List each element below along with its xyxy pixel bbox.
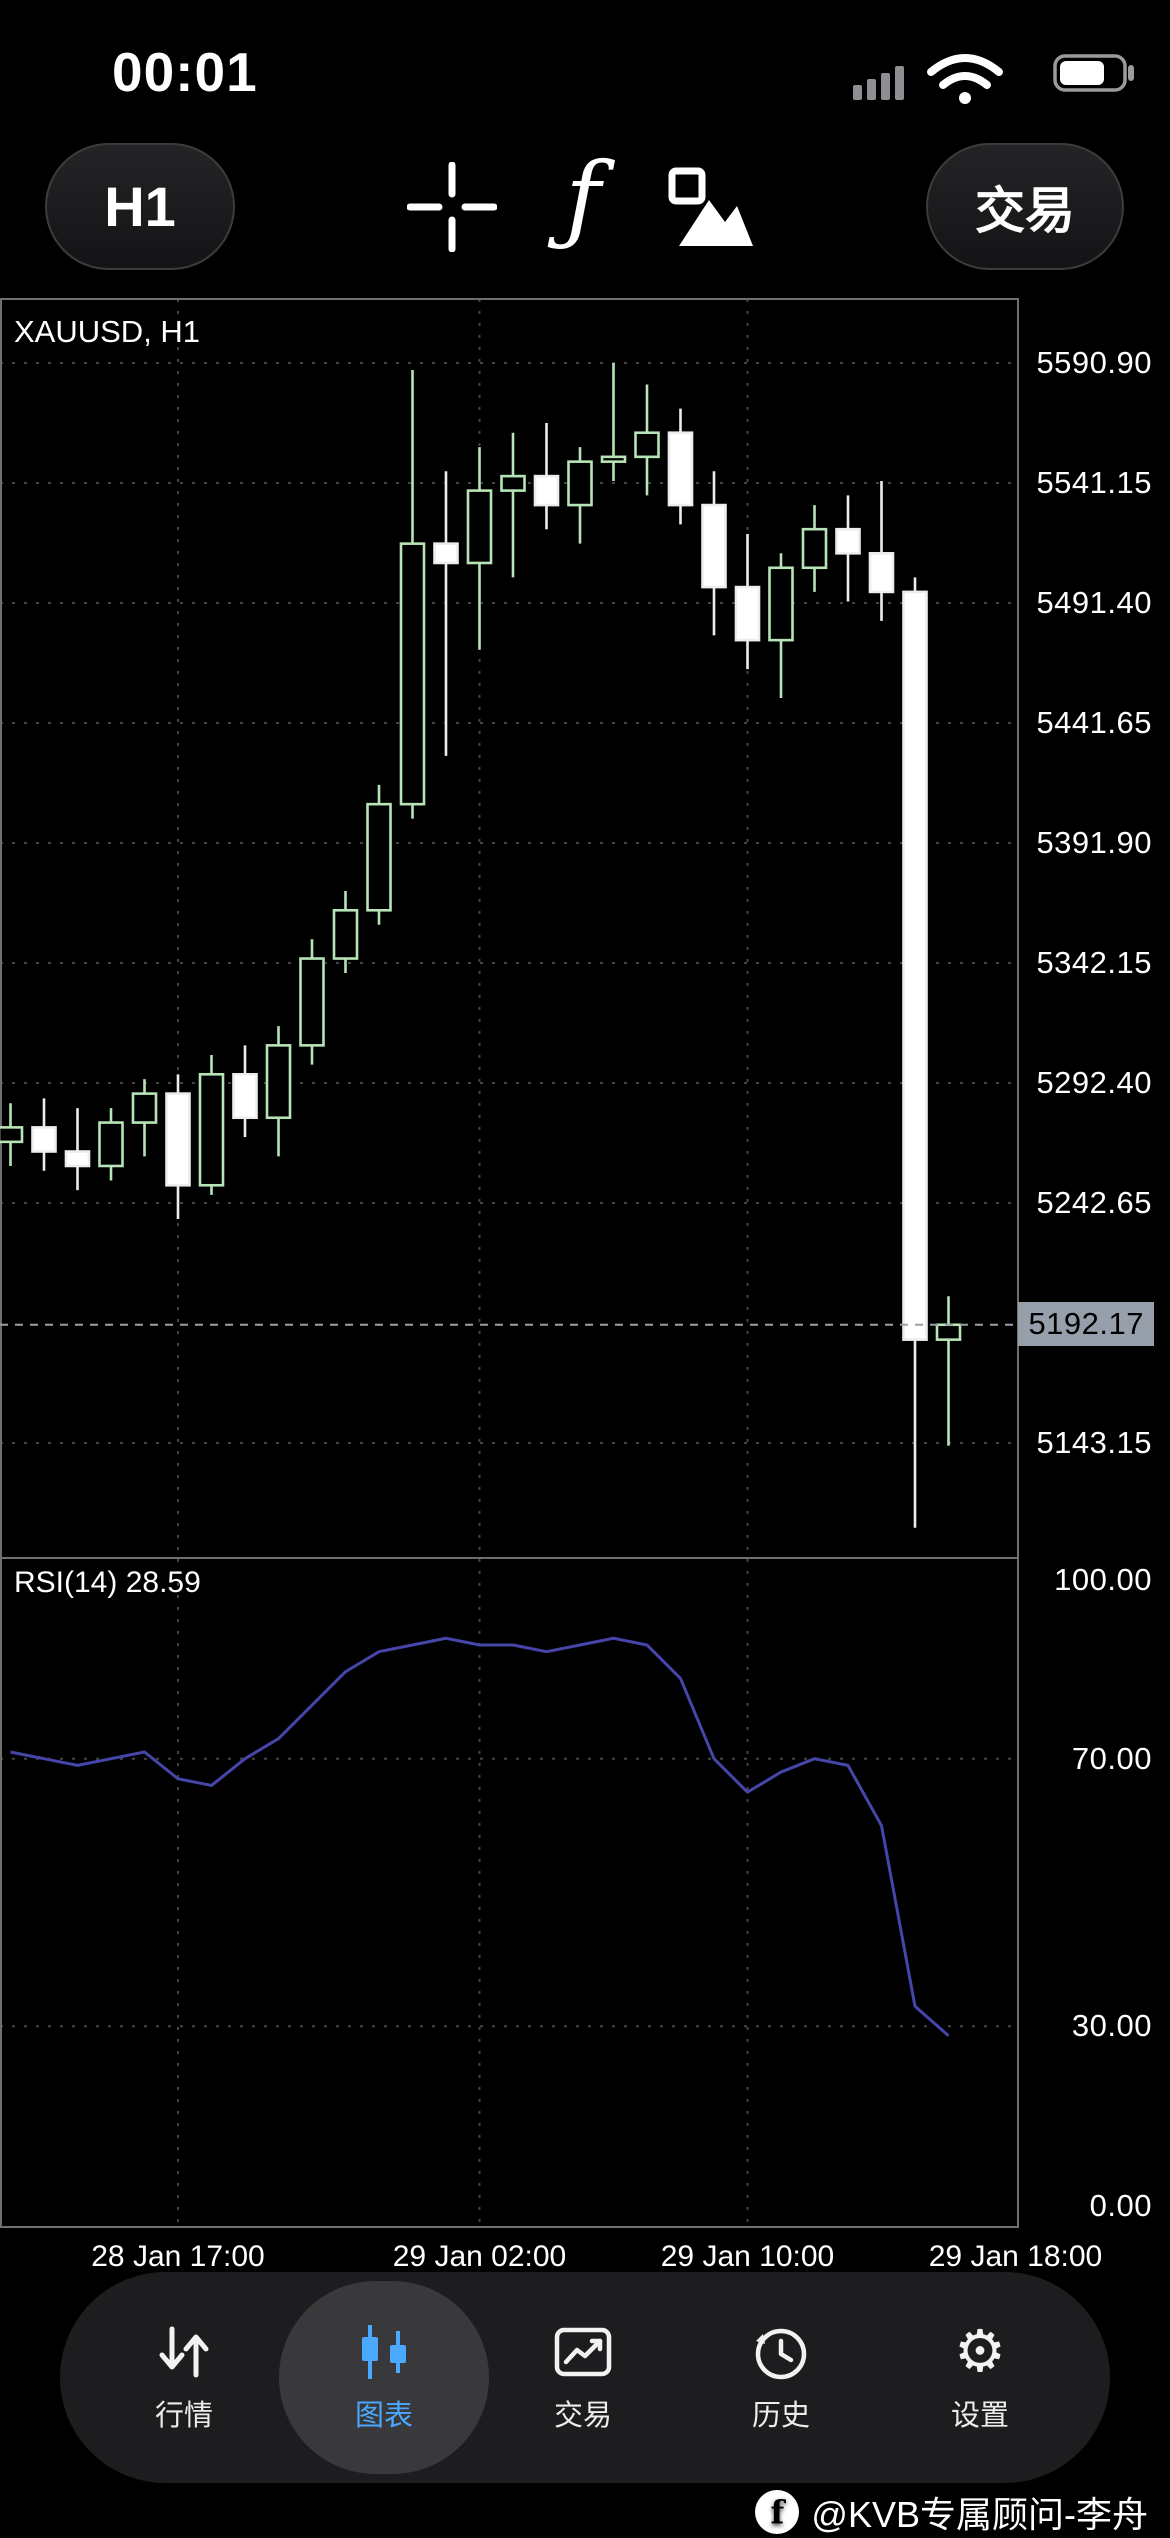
tab-trade-label: 交易: [553, 2400, 612, 2432]
bottom-nav-bar: 行情 图表 交易 历史 ⚙ 设置: [60, 2272, 1110, 2483]
status-icons: [853, 54, 1134, 104]
price-axis-label: 5342.15: [1036, 944, 1152, 980]
watermark-text: @KVB专属顾问-李舟: [811, 2494, 1148, 2535]
time-axis-label: 28 Jan 17:00: [91, 2240, 265, 2273]
time-axis-label: 29 Jan 02:00: [392, 2240, 567, 2273]
time-axis-label: 29 Jan 10:00: [660, 2240, 835, 2273]
wifi-icon: [927, 54, 1003, 104]
history-clock-icon: [755, 2328, 807, 2380]
tab-history[interactable]: 历史: [676, 2272, 886, 2483]
trade-box-icon: [554, 2327, 612, 2377]
battery-icon: [1053, 54, 1134, 92]
status-time: 00:01: [112, 41, 258, 103]
indicators-icon[interactable]: ƒ: [565, 142, 601, 254]
price-axis-label: 30.00: [1071, 2008, 1152, 2044]
current-price-badge: 5192.17: [1018, 1302, 1154, 1346]
time-axis-label: 29 Jan 18:00: [928, 2240, 1103, 2273]
price-axis-label: 5541.15: [1036, 465, 1152, 500]
watermark: f @KVB专属顾问-李舟: [755, 2486, 1148, 2538]
price-axis-label: 0.00: [1089, 2188, 1152, 2223]
trade-button[interactable]: 交易: [926, 143, 1124, 270]
charts-candles-icon: [362, 2325, 406, 2379]
price-axis-label: 5491.40: [1036, 585, 1152, 620]
tab-history-label: 历史: [751, 2400, 810, 2432]
price-axis-label: 5242.65: [1036, 1184, 1152, 1220]
crosshair-glyph: [406, 161, 498, 253]
timeframe-label: H1: [104, 175, 176, 238]
crosshair-icon[interactable]: [406, 161, 498, 253]
chart-objects-glyph: [668, 167, 753, 246]
price-axis-label: 5143.15: [1036, 1424, 1152, 1460]
price-axis-label: 100.00: [1054, 1562, 1152, 1597]
symbol-label: XAUUSD, H1: [14, 314, 201, 349]
chart-objects-icon[interactable]: [665, 162, 755, 252]
cellular-signal-icon: [853, 66, 904, 100]
settings-gear-icon: ⚙: [954, 2319, 1006, 2384]
facebook-icon: f: [755, 2490, 800, 2534]
price-axis-label: 70.00: [1071, 1740, 1152, 1776]
tab-trade[interactable]: 交易: [478, 2272, 688, 2483]
price-axis-label: 5441.65: [1036, 704, 1152, 740]
price-axis-label: 5590.90: [1036, 345, 1152, 380]
price-axis-label: 5391.90: [1036, 824, 1152, 860]
trade-button-label: 交易: [975, 182, 1075, 239]
tab-quotes[interactable]: 行情: [79, 2272, 289, 2483]
tab-charts-label: 图表: [354, 2400, 413, 2432]
tab-settings[interactable]: ⚙ 设置: [875, 2272, 1085, 2483]
timeframe-button[interactable]: H1: [45, 143, 235, 270]
active-tab-highlight: [279, 2281, 489, 2474]
price-axis-label: 5292.40: [1036, 1064, 1152, 1100]
rsi-indicator-label: RSI(14) 28.59: [14, 1566, 201, 1599]
tab-charts[interactable]: 图表: [279, 2272, 489, 2483]
quotes-arrows-icon: [159, 2326, 209, 2378]
tab-settings-label: 设置: [950, 2400, 1009, 2432]
tab-quotes-label: 行情: [154, 2400, 213, 2432]
